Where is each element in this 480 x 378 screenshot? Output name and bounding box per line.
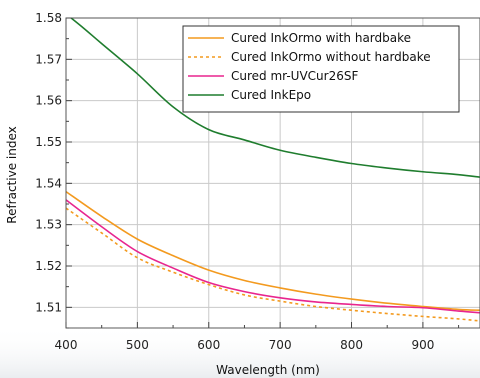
x-tick-label: 800 — [340, 338, 363, 352]
y-axis-title: Refractive index — [5, 126, 19, 223]
y-tick-label: 1.51 — [35, 300, 62, 314]
legend-label: Cured mr-UVCur26SF — [231, 69, 358, 83]
x-tick-label: 600 — [197, 338, 220, 352]
series-line — [66, 190, 480, 312]
series-line — [69, 18, 480, 178]
y-tick-label: 1.55 — [35, 135, 62, 149]
legend-box — [182, 25, 460, 113]
y-tick-label: 1.58 — [35, 11, 62, 25]
x-axis-title: Wavelength (nm) — [216, 363, 320, 377]
series-line — [66, 207, 480, 322]
x-tick-labels: 400 500 600 700 800 900 — [55, 338, 435, 352]
y-tick-label: 1.53 — [35, 218, 62, 232]
series-line — [66, 199, 480, 314]
legend-label: Cured InkEpo — [231, 88, 311, 102]
x-tick-label: 700 — [269, 338, 292, 352]
x-tick-label: 400 — [55, 338, 78, 352]
y-tick-label: 1.52 — [35, 259, 62, 273]
x-tick-label: 500 — [126, 338, 149, 352]
series-lines — [66, 18, 480, 322]
legend: Cured InkOrmo with hardbake Cured InkOrmo… — [182, 25, 460, 113]
legend-label: Cured InkOrmo with hardbake — [231, 31, 411, 45]
y-tick-label: 1.57 — [35, 52, 62, 66]
legend-label: Cured InkOrmo without hardbake — [231, 50, 431, 64]
x-tick-label: 900 — [411, 338, 434, 352]
y-tick-label: 1.54 — [35, 176, 62, 190]
y-tick-label: 1.56 — [35, 94, 62, 108]
bottom-fade — [0, 326, 480, 378]
y-tick-labels: 1.51 1.52 1.53 1.54 1.55 1.56 1.57 1.58 — [35, 11, 62, 314]
